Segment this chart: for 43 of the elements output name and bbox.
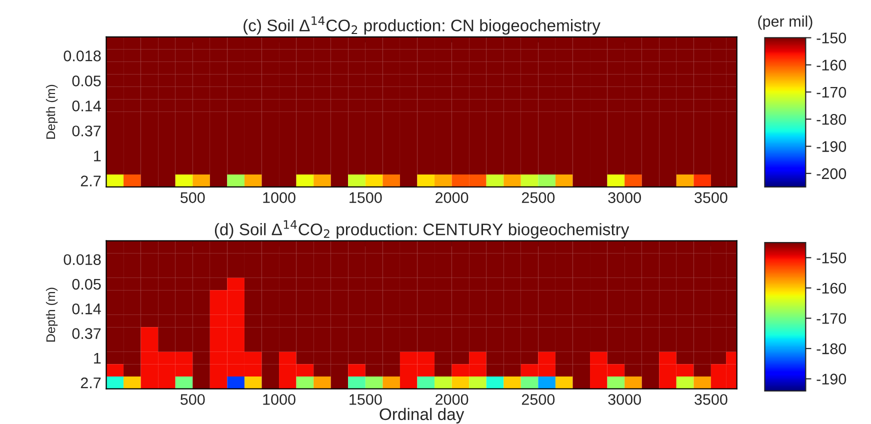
x-tick-label: 1500 [350,192,382,204]
color-bar-label: -190 [816,141,846,152]
color-bar-label: -160 [816,60,846,71]
x-tick-label: 2000 [436,192,468,204]
y-tick-label: 1 [94,353,101,364]
y-tick-label: 1 [94,150,101,162]
y-tick-label: 0.05 [72,76,101,86]
x-tick-label: 2500 [522,394,555,405]
y-tick-label: 0.14 [72,100,101,112]
x-tick-label: 3500 [694,192,728,204]
y-tick-label: 0.37 [72,126,101,136]
color-bar-label: -150 [816,32,846,44]
x-tick-label: 1500 [350,394,382,405]
y-tick-label: 2.7 [80,176,101,186]
color-bar-title: (per mil) [758,16,812,30]
y-axis-title: Depth (m) [46,288,58,342]
x-tick-label: 500 [180,394,205,405]
color-bar-label: -170 [816,86,846,98]
x-tick-label: 3000 [608,394,641,405]
y-tick-label: 0.14 [72,304,101,314]
color-bar-label: -180 [816,114,846,125]
x-tick-label: 500 [180,192,205,204]
chart-title: (c) Soil Δ$^{14}$CO$_{2}$ production: CN biogeochemistry [244,16,600,35]
color-bar-label: -160 [816,282,846,294]
y-tick-label: 0.37 [72,328,101,340]
color-bar-label: -180 [816,343,846,354]
x-axis-title: Ordinal day [380,408,464,424]
x-tick-label: 2000 [436,394,468,405]
x-tick-label: 3500 [694,394,728,405]
color-bar-label: -200 [816,168,846,180]
x-tick-label: 3000 [608,192,641,204]
y-tick-label: 0.018 [64,254,101,266]
color-bar-label: -190 [816,374,846,384]
y-tick-label: 2.7 [80,378,101,388]
x-tick-label: 2500 [522,192,555,204]
x-tick-label: 1000 [263,394,296,405]
color-bar-label: -150 [816,252,846,264]
y-axis-title: Depth (m) [46,84,58,139]
y-tick-label: 0.018 [64,50,101,62]
color-bar-label: -170 [816,313,846,324]
x-tick-label: 1000 [263,192,296,204]
y-tick-label: 0.05 [72,278,101,290]
chart-title: (d) Soil Δ$^{14}$CO$_{2}$ production: CENTURY biogeochemistry [214,220,630,239]
